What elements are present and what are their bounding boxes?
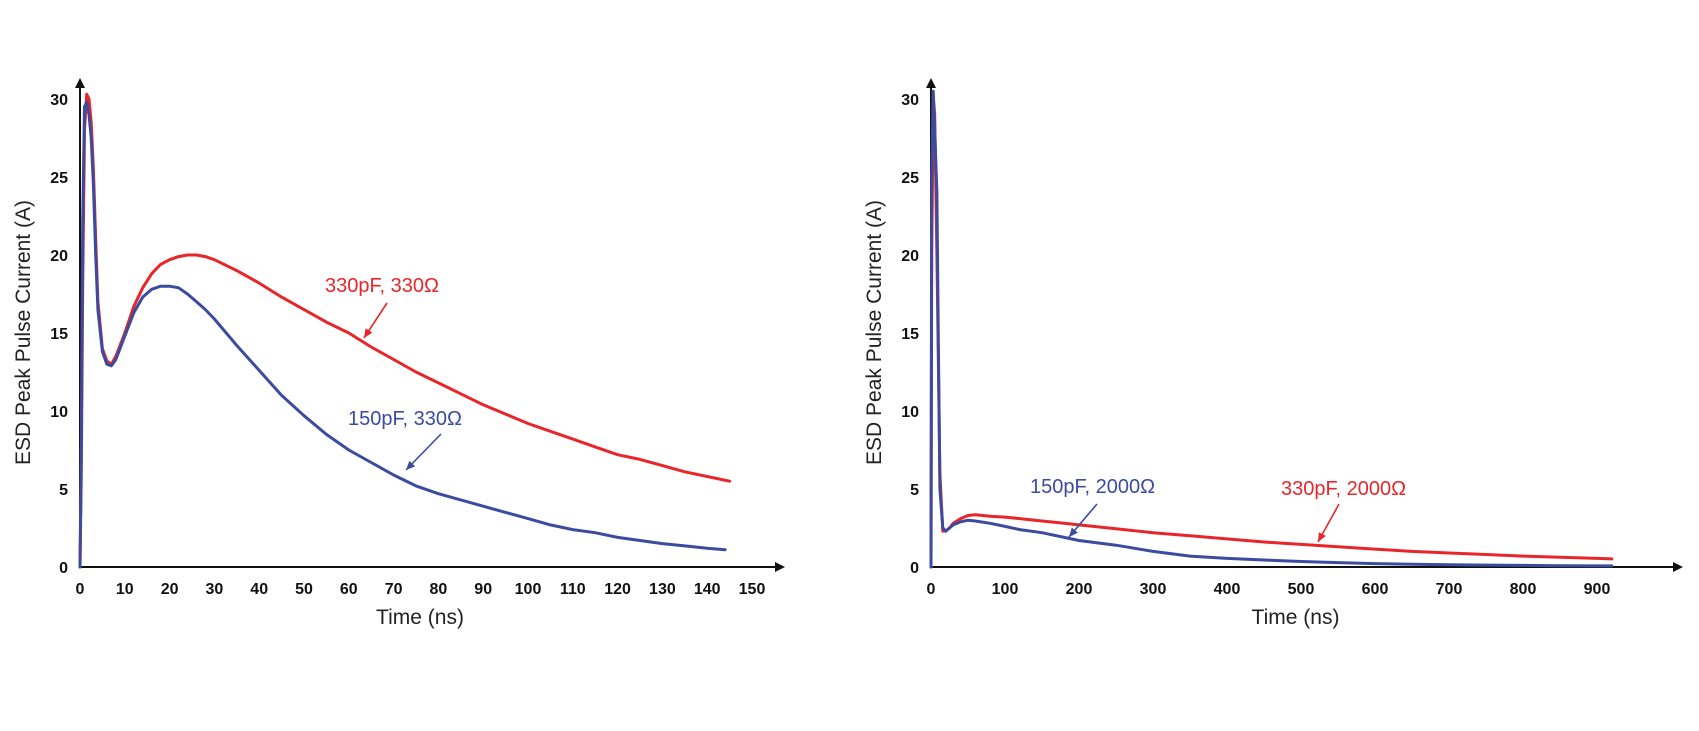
x-tick-label: 0 (76, 581, 85, 598)
x-tick-label: 40 (250, 581, 268, 598)
y-tick-label: 5 (59, 482, 68, 499)
y-tick-label: 0 (59, 560, 68, 577)
y-tick-label: 5 (910, 482, 919, 499)
chart-right: 0 100 200 300 400 500 600 700 800 900 0 5 10 15 20 25 30… (863, 78, 1683, 629)
y-tick-label: 20 (50, 248, 68, 265)
x-tick-label: 10 (116, 581, 134, 598)
y-axis-label: ESD Peak Pulse Current (A) (863, 200, 886, 465)
series-line-blue (78, 100, 727, 569)
y-axis-label: ESD Peak Pulse Current (A) (12, 200, 35, 465)
x-tick-label: 400 (1214, 581, 1241, 598)
x-tick-label: 130 (649, 581, 676, 598)
x-tick-label: 70 (385, 581, 403, 598)
x-tick-label: 100 (992, 581, 1019, 598)
y-tick-label: 15 (50, 326, 68, 343)
x-tick-label: 50 (295, 581, 313, 598)
y-tick-label: 20 (901, 248, 919, 265)
annotation-arrowhead-icon (406, 460, 416, 470)
x-tick-label: 140 (694, 581, 721, 598)
annotation-arrowhead-icon (1069, 527, 1078, 537)
x-tick-label: 80 (430, 581, 448, 598)
x-axis-label: Time (ns) (376, 606, 464, 629)
series-line-blue (929, 89, 1614, 569)
x-tick-label: 500 (1288, 581, 1315, 598)
x-tick-label: 30 (206, 581, 224, 598)
x-tick-label: 0 (927, 581, 936, 598)
x-tick-label: 700 (1436, 581, 1463, 598)
series-annotation-label: 150pF, 2000Ω (1030, 476, 1155, 498)
y-axis-arrow-icon (926, 78, 936, 88)
series-annotation-label: 150pF, 330Ω (348, 408, 462, 430)
series-annotation-label: 330pF, 330Ω (325, 275, 439, 297)
y-tick-label: 10 (901, 404, 919, 421)
x-tick-label: 150 (739, 581, 766, 598)
x-tick-label: 600 (1362, 581, 1389, 598)
x-tick-label: 200 (1066, 581, 1093, 598)
x-tick-label: 20 (161, 581, 179, 598)
y-tick-label: 10 (50, 404, 68, 421)
annotation-arrowhead-icon (1318, 532, 1326, 542)
y-tick-label: 15 (901, 326, 919, 343)
annotation-arrowhead-icon (364, 328, 373, 338)
y-axis-arrow-icon (75, 78, 85, 88)
y-tick-label: 0 (910, 560, 919, 577)
chart-left: 0 10 20 30 40 50 60 70 80 90 100 110 120 130 140 150 0 5 1… (12, 78, 785, 629)
y-tick-label: 25 (50, 170, 68, 187)
x-tick-label: 120 (604, 581, 631, 598)
x-tick-label: 800 (1510, 581, 1537, 598)
series-line-red (78, 92, 732, 569)
x-tick-label: 90 (474, 581, 492, 598)
x-tick-label: 300 (1140, 581, 1167, 598)
x-tick-label: 900 (1584, 581, 1611, 598)
y-tick-label: 25 (901, 170, 919, 187)
y-tick-label: 30 (50, 92, 68, 109)
y-tick-label: 30 (901, 92, 919, 109)
x-axis-label: Time (ns) (1252, 606, 1340, 629)
series-annotation-label: 330pF, 2000Ω (1281, 478, 1406, 500)
x-axis-arrow-icon (1673, 562, 1683, 572)
x-tick-label: 60 (340, 581, 358, 598)
x-tick-label: 100 (515, 581, 542, 598)
x-axis-arrow-icon (775, 562, 785, 572)
x-tick-label: 110 (560, 581, 586, 598)
